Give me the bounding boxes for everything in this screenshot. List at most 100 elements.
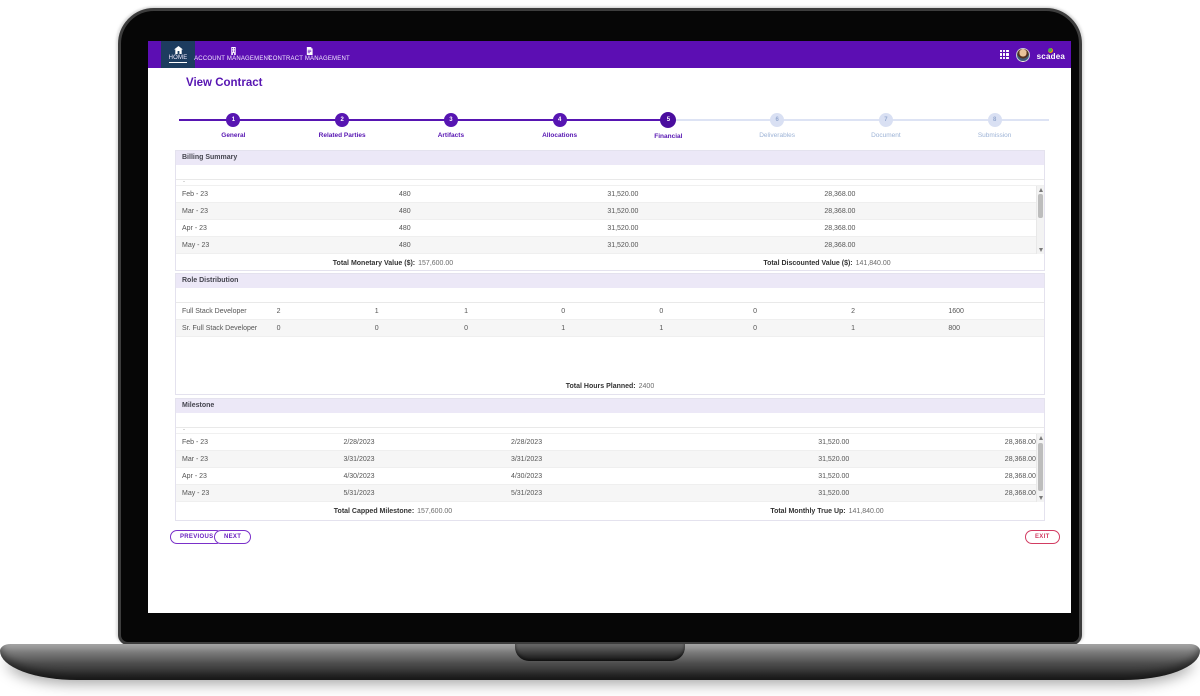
billing-summary-row: Mar - 23 480 31,520.00 28,368.00 — [176, 203, 1044, 220]
milestone-row: May - 23 5/31/2023 5/31/2023 31,520.00 2… — [176, 485, 1044, 502]
total-capped-milestone-label: Total Capped Milestone: — [333, 507, 415, 515]
stepper-step-number: 2 — [335, 113, 350, 127]
cell-period-end-date: 5/31/2023 — [343, 490, 375, 497]
stepper-step[interactable]: 6 Deliverables — [723, 109, 832, 140]
apps-grid-icon[interactable] — [999, 50, 1009, 59]
role-distribution-row: Full Stack Developer 2 1 1 0 0 0 2 1600 — [176, 303, 1044, 320]
cell-total-hours: 480 — [399, 191, 411, 198]
contract-document-icon — [306, 47, 313, 55]
role-distribution-header — [176, 288, 1044, 303]
nav-item-contract-management[interactable]: CONTRACT MANAGEMENT — [268, 41, 350, 68]
user-avatar[interactable] — [1015, 47, 1030, 62]
cell-period-end-date: 2/28/2023 — [343, 439, 375, 446]
stepper-step[interactable]: 8 Submission — [940, 109, 1049, 140]
stepper-step-label: Submission — [977, 132, 1012, 139]
cell-project-month: May - 23 — [182, 242, 210, 249]
stepper-step-number: 8 — [987, 113, 1002, 127]
stepper-step[interactable]: 3 Artifacts — [397, 109, 506, 140]
nav-item-home[interactable]: HOME — [161, 41, 195, 68]
scroll-up-icon[interactable] — [1038, 188, 1043, 192]
cell-capped-milestone: 31,520.00 — [818, 473, 850, 480]
cell-total-discounted-value: 28,368.00 — [824, 208, 856, 215]
total-discounted-label: Total Discounted Value ($): — [763, 259, 853, 267]
cell-monthly-true-up: 28,368.00 — [1004, 456, 1036, 463]
scrollbar-thumb[interactable] — [1038, 194, 1043, 218]
cell-month: Feb - 23 — [182, 439, 209, 446]
app-window: HOME ACCOUNT MANAGEMENT — [148, 41, 1071, 613]
billing-summary-filter-row: - — [176, 179, 1044, 186]
nav-item-label: HOME — [168, 55, 188, 63]
cell-project-month: Apr - 23 — [182, 225, 207, 232]
cell-onshore-available: 0 — [374, 325, 379, 332]
stepper-step-label: Allocations — [542, 132, 578, 139]
cell-period-end-date: 4/30/2023 — [343, 473, 375, 480]
cell-total-monetary-value: 31,520.00 — [607, 225, 639, 232]
wizard-stepper: 1 General 2 Related Parties 3 Artifacts … — [179, 109, 1049, 143]
cell-total-hours: 480 — [399, 225, 411, 232]
scroll-up-icon[interactable] — [1038, 436, 1043, 440]
cell-monthly-true-up: 28,368.00 — [1004, 490, 1036, 497]
cell-total-monetary-value: 31,520.00 — [607, 242, 639, 249]
cell-total-allotted: 2 — [851, 308, 856, 315]
stepper-step[interactable]: 7 Document — [832, 109, 941, 140]
column-header — [176, 165, 393, 179]
stepper-step-label: Financial — [654, 133, 683, 140]
brand-logo-icon — [1048, 48, 1054, 53]
cell-capped-milestone: 31,520.00 — [818, 456, 850, 463]
cell-monthly-true-up: 28,368.00 — [1004, 439, 1036, 446]
milestone-body: Feb - 23 2/28/2023 2/28/2023 31,520.00 2… — [176, 434, 1044, 502]
nav-item-label: CONTRACT MANAGEMENT — [268, 56, 350, 62]
stepper-step[interactable]: 2 Related Parties — [288, 109, 397, 140]
milestone-scrollbar[interactable] — [1036, 434, 1044, 502]
billing-summary-scrollbar[interactable] — [1036, 186, 1044, 254]
laptop-base-notch — [515, 644, 685, 661]
role-distribution-title: Role Distribution — [176, 274, 1044, 288]
total-hours-planned-value: 2400 — [638, 382, 655, 390]
column-header — [505, 413, 677, 427]
cell-total-hours-planned: 800 — [948, 325, 961, 332]
cell-onshore-available: 1 — [374, 308, 379, 315]
total-monthly-true-up-label: Total Monthly True Up: — [770, 507, 846, 515]
stepper-step[interactable]: 4 Allocations — [505, 109, 614, 140]
billing-summary-body: Feb - 23 480 31,520.00 28,368.00 Mar - 2… — [176, 186, 1044, 254]
brand-logo[interactable]: scadea — [1037, 48, 1065, 61]
nav-item-label: ACCOUNT MANAGEMENT — [194, 56, 272, 62]
next-button[interactable]: NEXT — [214, 530, 252, 544]
milestone-title: Milestone — [176, 399, 1044, 413]
cell-offshore-tbh: 0 — [753, 325, 757, 332]
stepper-step[interactable]: 1 General — [179, 109, 288, 140]
billing-summary-title: Billing Summary — [176, 151, 1044, 165]
cell-period-end-date: 3/31/2023 — [343, 456, 375, 463]
cell-capped-milestone: 31,520.00 — [818, 439, 850, 446]
building-icon — [230, 47, 236, 55]
laptop-screen: HOME ACCOUNT MANAGEMENT — [118, 8, 1082, 645]
previous-button[interactable]: PREVIOUS — [170, 530, 224, 544]
stepper-step[interactable]: 5 Financial — [614, 109, 723, 140]
cell-project-month: Feb - 23 — [182, 191, 209, 198]
cell-role: Full Stack Developer — [182, 308, 247, 315]
scroll-down-icon[interactable] — [1038, 496, 1043, 500]
nav-right-cluster: scadea — [999, 41, 1065, 68]
cell-billing-date: 2/28/2023 — [510, 439, 543, 446]
column-header — [458, 288, 555, 302]
milestone-row: Mar - 23 3/31/2023 3/31/2023 31,520.00 2… — [176, 451, 1044, 468]
total-capped-milestone-value: 157,600.00 — [417, 507, 453, 515]
column-header — [677, 413, 858, 427]
role-distribution-panel: Role Distribution Full Stack Developer 2… — [175, 273, 1045, 395]
billing-summary-row: May - 23 480 31,520.00 28,368.00 — [176, 237, 1044, 254]
cell-total-hours: 480 — [399, 208, 411, 215]
exit-button[interactable]: EXIT — [1025, 530, 1060, 544]
nav-item-account-management[interactable]: ACCOUNT MANAGEMENT — [194, 41, 272, 68]
stepper-line-completed — [179, 119, 664, 121]
stepper-step-number: 4 — [552, 113, 567, 127]
scrollbar-thumb[interactable] — [1038, 443, 1043, 491]
stepper-step-label: Artifacts — [437, 132, 465, 139]
cell-onshore-total-allotted: 2 — [276, 308, 281, 315]
cell-offshore-available: 1 — [659, 325, 664, 332]
total-discounted-value: 141,840.00 — [855, 259, 891, 267]
milestone-filter-row: - — [176, 427, 1044, 434]
scroll-down-icon[interactable] — [1038, 248, 1043, 252]
cell-total-discounted-value: 28,368.00 — [824, 242, 856, 249]
milestone-totals: Total Capped Milestone: 157,600.00 Total … — [176, 502, 1044, 520]
column-header — [337, 413, 505, 427]
